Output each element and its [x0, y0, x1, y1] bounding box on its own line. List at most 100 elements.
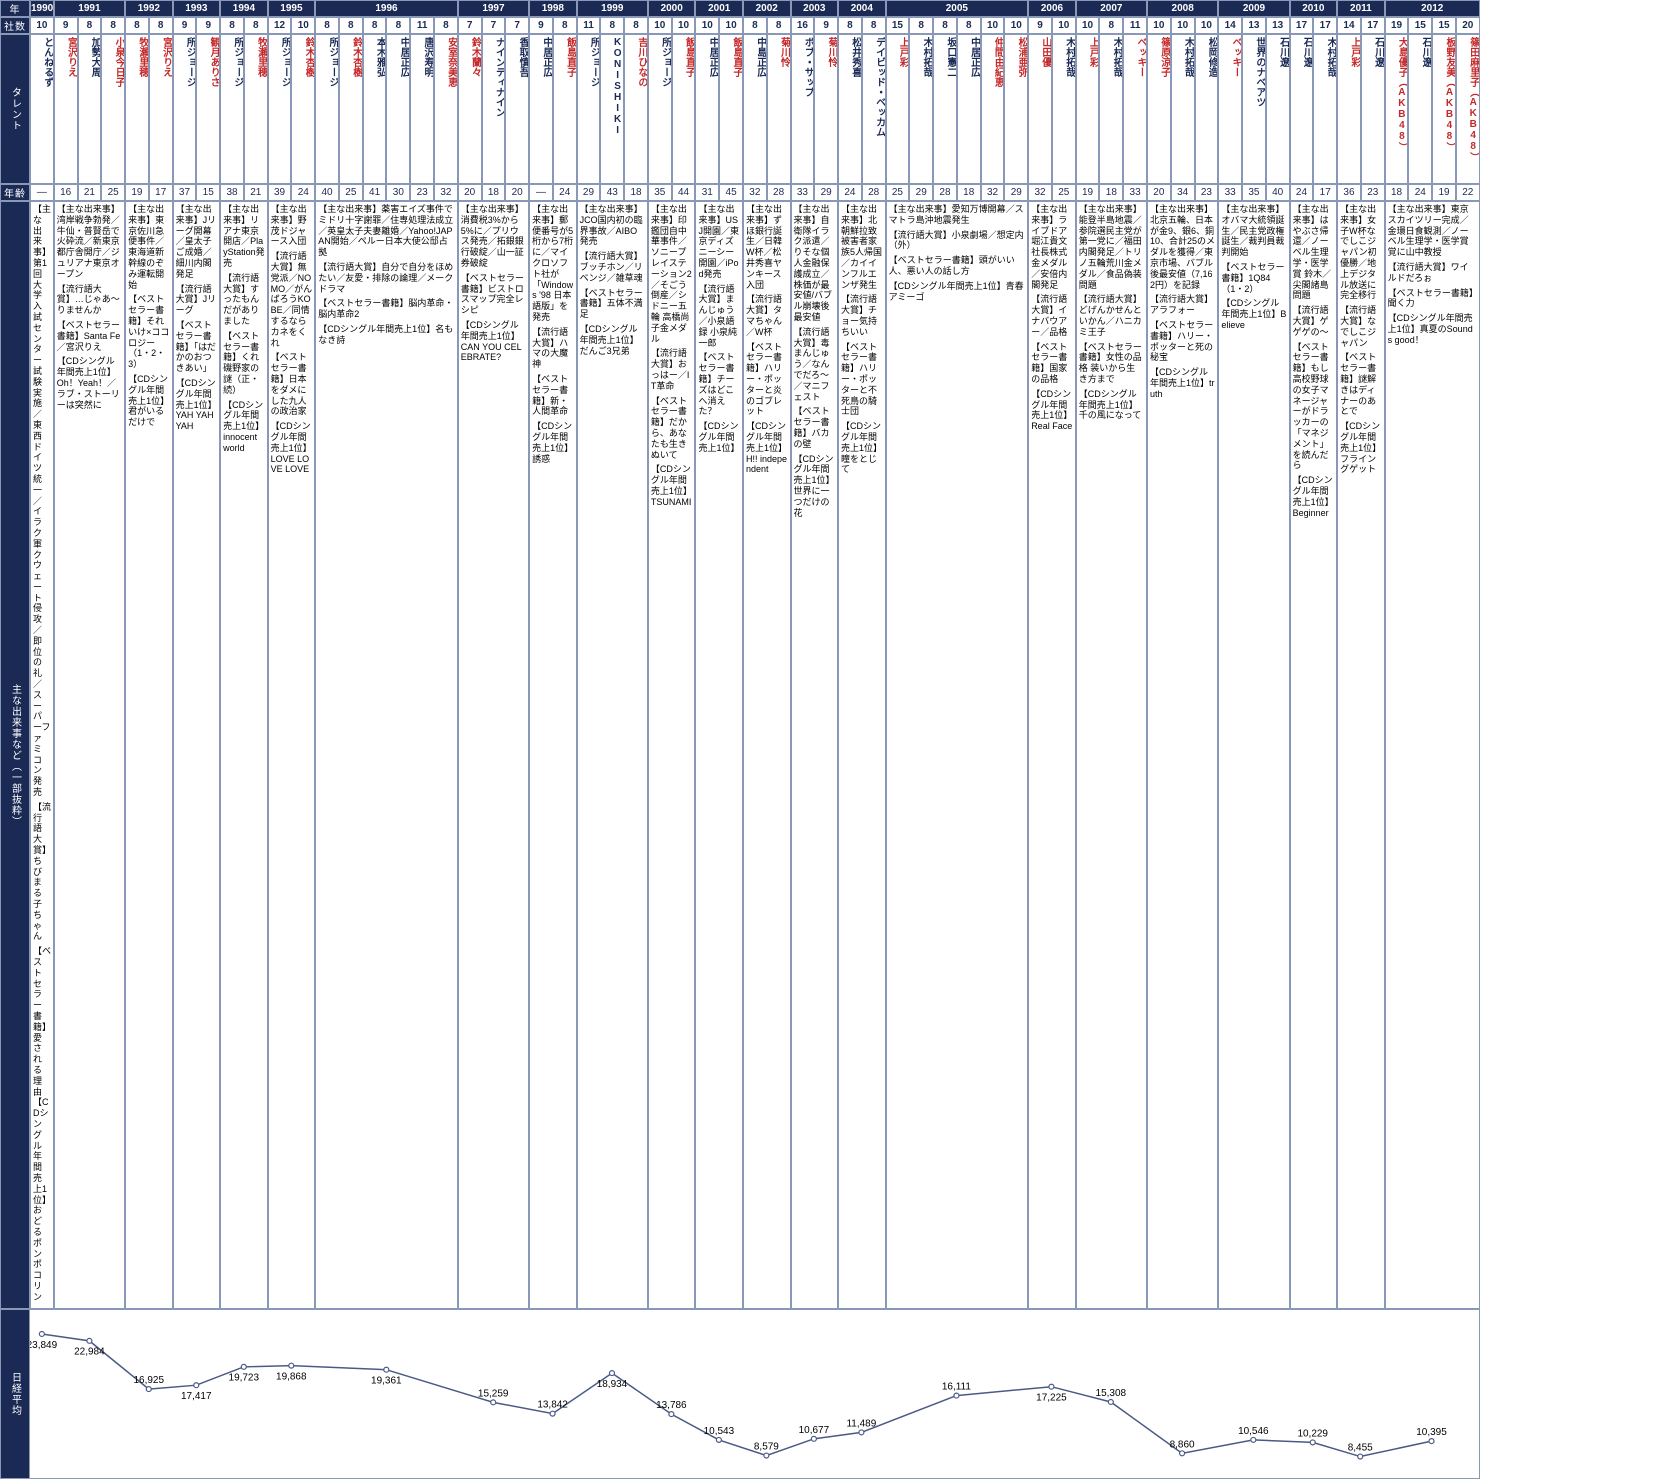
event-cell: 【主な出来事】USJ開園／東京ディズニーシー開園／iPod発売【流行語大賞】まん… [695, 201, 743, 1309]
event-cell: 【主な出来事】印鑑団自中華事件／ソニープレイステーション2／そごう倒産／シドニー… [648, 201, 696, 1309]
svg-text:10,677: 10,677 [799, 1425, 830, 1436]
year-cell: 1995 [268, 0, 316, 17]
count-cell: 8 [315, 17, 339, 34]
age-cell: 24 [1290, 184, 1314, 201]
talent-cell: 石川遼 [1290, 34, 1314, 184]
year-cell: 1997 [458, 0, 529, 17]
count-cell: 13 [1242, 17, 1266, 34]
count-cell: 17 [1290, 17, 1314, 34]
count-cell: 10 [981, 17, 1005, 34]
year-cell: 2011 [1337, 0, 1385, 17]
year-cell: 2008 [1147, 0, 1218, 17]
count-cell: 8 [1099, 17, 1123, 34]
age-cell: 21 [244, 184, 268, 201]
age-cell: 17 [149, 184, 173, 201]
nikkei-row-label: 日経平均 [0, 1309, 30, 1479]
count-cell: 19 [1385, 17, 1409, 34]
count-cell: 11 [410, 17, 434, 34]
age-cell: 18 [482, 184, 506, 201]
event-cell: 【主な出来事】はやぶさ帰還／ノーベル生理学・医学賞 鈴木／尖閣諸島問題【流行語大… [1290, 201, 1338, 1309]
events-row-label: 主な出来事など（一部抜粋） [0, 201, 30, 1309]
count-cell: 10 [648, 17, 672, 34]
talent-cell: 木村拓哉 [1313, 34, 1337, 184]
count-cell: 10 [1052, 17, 1076, 34]
events-row: 主な出来事など（一部抜粋） 【主な出来事】第1回大学入試センター試験実施／東西ド… [0, 201, 1480, 1309]
count-cell: 8 [434, 17, 458, 34]
count-cell: 16 [791, 17, 815, 34]
age-cell: 25 [339, 184, 363, 201]
event-cell: 【主な出来事】ずほ銀行誕生／日韓W杯／松井秀喜ヤンキース入団【流行語大賞】タマち… [743, 201, 791, 1309]
talent-cell: 菊川怜 [814, 34, 838, 184]
svg-text:16,111: 16,111 [942, 1382, 972, 1393]
count-cell: 8 [767, 17, 791, 34]
talent-cell: 鈴木杏樹 [291, 34, 315, 184]
event-cell: 【主な出来事】Jリーグ開幕／皇太子ご成婚／細川内閣発足【流行語大賞】Jリーグ【ベ… [173, 201, 221, 1309]
talent-cell: 木村拓哉 [1171, 34, 1195, 184]
talent-cell: 篠原涼子 [1147, 34, 1171, 184]
svg-text:23,849: 23,849 [30, 1340, 58, 1351]
count-row-label: 社数 [0, 17, 30, 34]
count-cell: 7 [482, 17, 506, 34]
age-cell: 20 [1147, 184, 1171, 201]
age-cell: 32 [1028, 184, 1052, 201]
count-cell: 10 [1076, 17, 1100, 34]
age-cell: 19 [1432, 184, 1456, 201]
talent-cell: 所ジョージ [268, 34, 292, 184]
count-cell: 9 [1028, 17, 1052, 34]
count-cell: 8 [933, 17, 957, 34]
count-cell: 8 [101, 17, 125, 34]
count-cell: 7 [505, 17, 529, 34]
talent-cell: 安室奈美恵 [434, 34, 458, 184]
svg-text:15,308: 15,308 [1096, 1389, 1127, 1400]
age-cell: 18 [1099, 184, 1123, 201]
event-cell: 【主な出来事】リアナ東京開店／PlayStation発売【流行語大賞】すったもん… [220, 201, 268, 1309]
year-cell: 1990 [30, 0, 54, 17]
count-cell: 8 [339, 17, 363, 34]
year-cell: 1992 [125, 0, 173, 17]
nikkei-chart: 23,84922,98416,92517,41719,72319,86819,3… [30, 1309, 1480, 1479]
count-cell: 10 [1004, 17, 1028, 34]
count-cell: 9 [173, 17, 197, 34]
svg-text:19,868: 19,868 [276, 1372, 307, 1383]
talent-cell: 坂口憲二 [933, 34, 957, 184]
count-cell: 8 [363, 17, 387, 34]
talent-cell: 山田優 [1028, 34, 1052, 184]
talent-cell: 牧瀬里穂 [244, 34, 268, 184]
age-cell: 39 [268, 184, 292, 201]
age-cell: 38 [220, 184, 244, 201]
count-cell: 13 [1266, 17, 1290, 34]
talent-cell: 石川遼 [1266, 34, 1290, 184]
svg-text:22,984: 22,984 [74, 1347, 105, 1358]
count-cell: 17 [1361, 17, 1385, 34]
count-cell: 11 [577, 17, 601, 34]
count-cell: 8 [909, 17, 933, 34]
count-cell: 10 [291, 17, 315, 34]
event-cell: 【主な出来事】野茂ドジャース入団【流行語大賞】無党派／NOMO／がんばろうKOB… [268, 201, 316, 1309]
count-cell: 7 [458, 17, 482, 34]
talent-cell: 上戸彩 [1076, 34, 1100, 184]
talent-cell: 中居正広 [386, 34, 410, 184]
age-cell: 45 [719, 184, 743, 201]
age-cell: 28 [862, 184, 886, 201]
count-cell: 10 [1171, 17, 1195, 34]
age-cell: 17 [1313, 184, 1337, 201]
count-cell: 8 [386, 17, 410, 34]
age-row: 年齢 —162125191737153821392440254130233220… [0, 184, 1480, 201]
count-cell: 8 [743, 17, 767, 34]
age-cell: 37 [173, 184, 197, 201]
count-cell: 8 [220, 17, 244, 34]
age-cell: 18 [957, 184, 981, 201]
svg-text:15,259: 15,259 [478, 1389, 509, 1400]
age-cell: 28 [933, 184, 957, 201]
count-cell: 8 [149, 17, 173, 34]
age-cell: 18 [624, 184, 648, 201]
svg-text:17,417: 17,417 [181, 1392, 212, 1403]
age-cell: 31 [695, 184, 719, 201]
talent-cell: 板野友美（AKB48） [1432, 34, 1456, 184]
count-cell: 17 [1313, 17, 1337, 34]
year-cell: 2010 [1290, 0, 1338, 17]
age-cell: 44 [672, 184, 696, 201]
age-cell: 16 [54, 184, 78, 201]
talent-cell: デイビッド・ベッカム [862, 34, 886, 184]
talent-cell: 木村拓哉 [909, 34, 933, 184]
